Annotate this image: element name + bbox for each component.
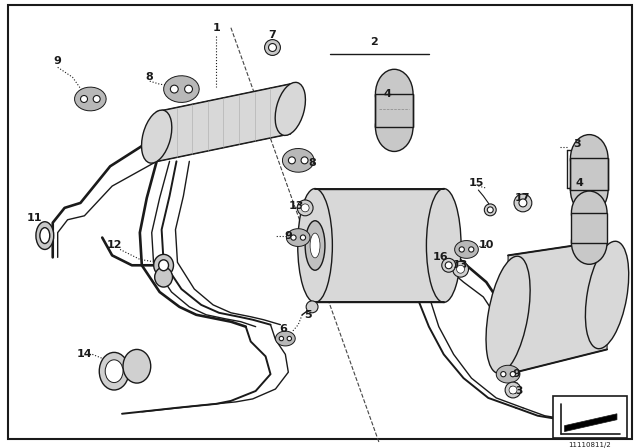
Text: 13: 13 [508, 386, 524, 396]
Circle shape [459, 247, 465, 252]
Circle shape [301, 204, 309, 212]
Text: 16: 16 [433, 252, 449, 263]
Polygon shape [508, 241, 607, 374]
Circle shape [505, 382, 521, 398]
Bar [315, 189, 444, 302]
Text: 13: 13 [289, 201, 304, 211]
Ellipse shape [105, 360, 123, 383]
Text: 17: 17 [515, 193, 531, 203]
Ellipse shape [298, 189, 332, 302]
Polygon shape [454, 241, 478, 258]
Text: 9: 9 [512, 369, 520, 379]
Ellipse shape [310, 233, 320, 258]
Ellipse shape [36, 222, 54, 250]
Ellipse shape [570, 134, 608, 182]
Text: 13: 13 [453, 260, 468, 270]
Text: 11110811/2: 11110811/2 [568, 443, 611, 448]
Text: 2: 2 [371, 37, 378, 47]
Circle shape [264, 39, 280, 56]
Circle shape [510, 371, 515, 377]
Ellipse shape [123, 349, 151, 383]
Ellipse shape [572, 221, 607, 264]
Circle shape [184, 85, 193, 93]
Text: 4: 4 [575, 178, 583, 188]
Text: 9: 9 [54, 56, 61, 66]
Text: 9: 9 [284, 231, 292, 241]
Circle shape [300, 235, 305, 240]
Text: 10: 10 [479, 241, 494, 250]
Ellipse shape [155, 267, 173, 287]
Circle shape [514, 194, 532, 212]
Text: 14: 14 [77, 349, 92, 359]
Circle shape [487, 207, 493, 213]
Bar [552, 396, 627, 438]
Text: 4: 4 [383, 89, 391, 99]
Ellipse shape [572, 191, 607, 235]
Circle shape [456, 265, 465, 273]
Ellipse shape [141, 110, 172, 163]
Text: 15: 15 [468, 178, 484, 188]
Ellipse shape [570, 166, 608, 214]
Circle shape [291, 235, 296, 240]
Circle shape [81, 95, 88, 103]
Text: 1: 1 [212, 23, 220, 33]
Ellipse shape [40, 228, 50, 244]
Polygon shape [564, 414, 617, 431]
Polygon shape [275, 331, 295, 346]
Ellipse shape [486, 256, 530, 373]
Circle shape [297, 200, 313, 216]
Circle shape [445, 262, 452, 269]
Circle shape [519, 199, 527, 207]
Text: 6: 6 [280, 323, 287, 334]
Circle shape [289, 157, 296, 164]
Text: 11: 11 [27, 213, 43, 223]
Ellipse shape [154, 254, 173, 276]
Polygon shape [287, 228, 310, 246]
Circle shape [170, 85, 178, 93]
Circle shape [279, 336, 284, 341]
Text: 7: 7 [269, 30, 276, 39]
Polygon shape [157, 84, 291, 161]
Ellipse shape [586, 241, 628, 349]
Ellipse shape [275, 82, 305, 135]
Bar [570, 159, 608, 190]
Circle shape [509, 386, 517, 394]
Text: 5: 5 [304, 310, 312, 320]
Bar [572, 213, 607, 242]
Ellipse shape [99, 353, 129, 390]
Polygon shape [282, 148, 314, 172]
Bar [376, 94, 413, 127]
Ellipse shape [376, 69, 413, 119]
Ellipse shape [305, 221, 325, 270]
Circle shape [301, 157, 308, 164]
Ellipse shape [376, 102, 413, 151]
Polygon shape [75, 87, 106, 111]
Circle shape [500, 371, 506, 377]
Polygon shape [496, 365, 520, 383]
Circle shape [93, 95, 100, 103]
Text: 3: 3 [573, 138, 581, 149]
Circle shape [452, 261, 468, 277]
Circle shape [484, 204, 496, 216]
Circle shape [468, 247, 474, 252]
Circle shape [306, 301, 318, 313]
Text: 8: 8 [308, 158, 316, 168]
Text: 8: 8 [146, 72, 154, 82]
Circle shape [287, 336, 291, 341]
Circle shape [269, 43, 276, 52]
Ellipse shape [426, 189, 461, 302]
Ellipse shape [159, 260, 168, 271]
Circle shape [442, 258, 456, 272]
Polygon shape [164, 76, 199, 103]
Text: 12: 12 [106, 241, 122, 250]
